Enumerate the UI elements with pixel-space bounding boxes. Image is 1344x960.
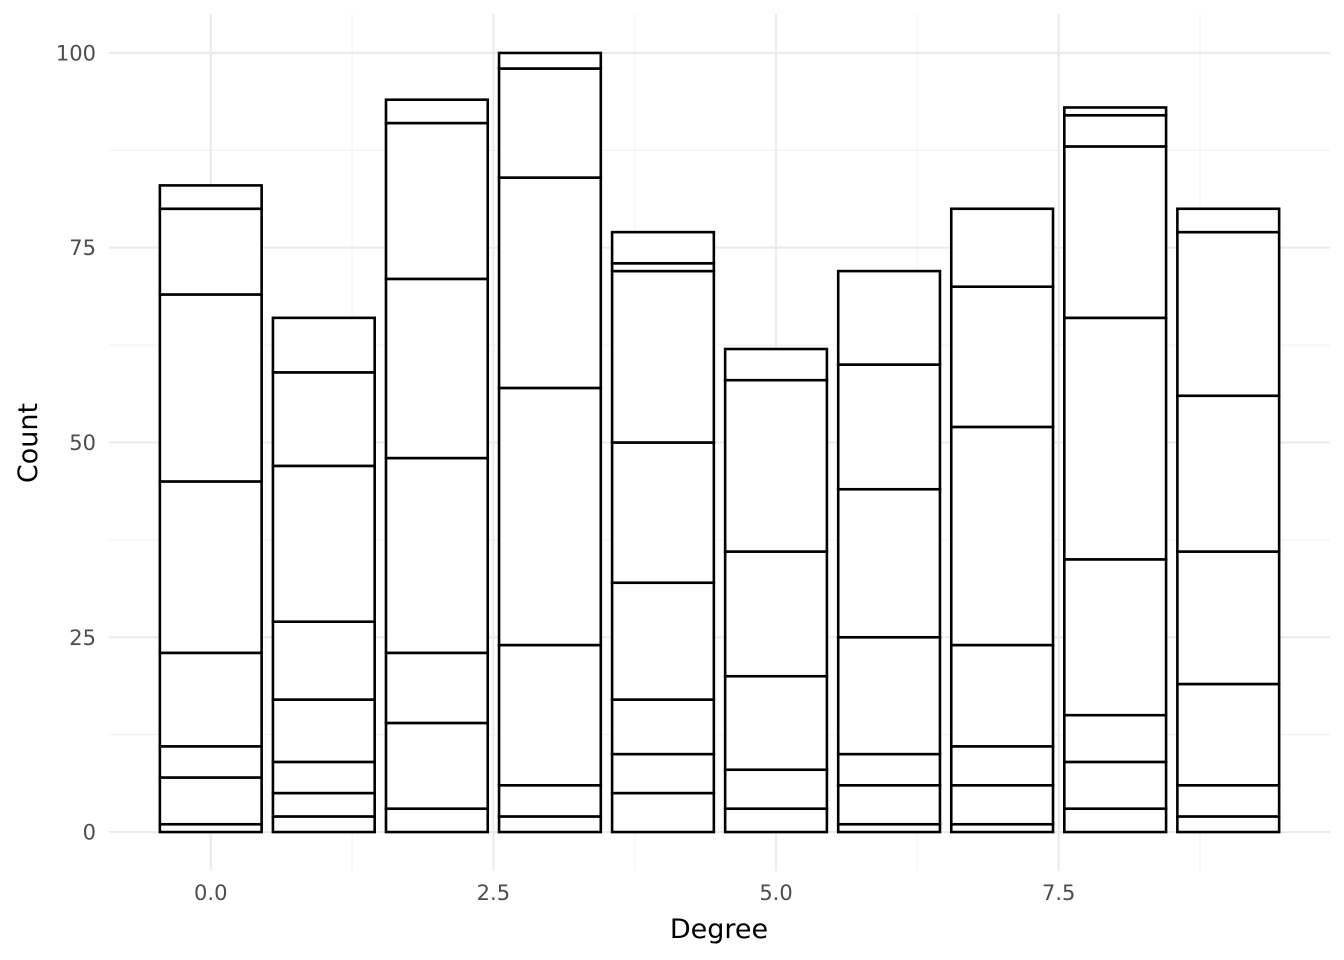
bar-segment (723, 378, 829, 553)
bar-segment (1063, 106, 1168, 117)
bar-segment (271, 620, 376, 701)
bar-segment (158, 745, 263, 779)
bar-segment (723, 674, 829, 772)
bar-segment (1063, 760, 1168, 810)
bar-segment (497, 51, 603, 70)
bar-segment (836, 363, 942, 491)
y-tick-label: 0 (83, 821, 96, 845)
bar-segment (384, 721, 490, 810)
bar-segment (158, 480, 263, 655)
bar-segment (723, 768, 829, 810)
bar-segment (610, 441, 716, 585)
bar-segment (610, 230, 716, 265)
x-tick-label: 5.0 (759, 881, 792, 905)
x-axis-tick-labels: 0.0 2.5 5.0 7.5 (194, 881, 1075, 905)
bar-segment (949, 285, 1055, 429)
bar-segment (158, 207, 263, 296)
bar-segment (271, 760, 376, 795)
bar-segment (158, 293, 263, 483)
bar-segment (1176, 783, 1281, 818)
bar-segment (836, 487, 942, 639)
y-tick-label: 50 (69, 431, 96, 455)
bar-segment (384, 807, 490, 834)
bar-segment (384, 456, 490, 655)
bar-segment (1063, 316, 1168, 561)
bar-segment (949, 783, 1055, 826)
bar-segment (1176, 682, 1281, 787)
bar-segment (158, 651, 263, 748)
y-axis-title: Count (13, 403, 44, 483)
bar-segment (384, 651, 490, 725)
bar-segment (949, 745, 1055, 787)
bar-segment (497, 643, 603, 787)
bar-segment (610, 269, 716, 444)
bar-segment (497, 386, 603, 647)
bar-segment (1063, 558, 1168, 717)
y-tick-label: 100 (56, 41, 96, 65)
x-tick-label: 7.5 (1042, 881, 1075, 905)
y-tick-label: 75 (69, 236, 96, 260)
bars-layer (158, 51, 1281, 834)
bar-segment (836, 269, 942, 366)
bar-segment (723, 807, 829, 834)
bar-segment (1063, 113, 1168, 148)
bar-segment (949, 425, 1055, 647)
bar-segment (949, 643, 1055, 748)
bar-segment (610, 752, 716, 795)
bar-segment (271, 371, 376, 468)
bar-segment (610, 581, 716, 701)
bar-segment (1063, 145, 1168, 320)
bar-segment (1063, 713, 1168, 764)
bar-segment (610, 791, 716, 834)
bar-segment (1176, 394, 1281, 553)
bar-segment (497, 815, 603, 834)
bar-segment (271, 791, 376, 818)
x-axis-title: Degree (670, 914, 768, 945)
y-tick-label: 25 (69, 626, 96, 650)
bar-segment (723, 550, 829, 678)
bar-segment (610, 698, 716, 756)
bar-segment (949, 207, 1055, 288)
bar-segment (836, 635, 942, 756)
bar-segment (836, 752, 942, 787)
bar-segment (158, 184, 263, 211)
bar-segment (271, 316, 376, 374)
bar-segment (497, 176, 603, 390)
bar-segment (497, 783, 603, 818)
bar-segment (1176, 815, 1281, 834)
y-axis-tick-labels: 0 25 50 75 100 (56, 41, 96, 844)
bar-segment (836, 783, 942, 826)
bar-segment (497, 67, 603, 179)
bar-segment (271, 698, 376, 764)
bar-segment (271, 464, 376, 623)
bar-segment (158, 776, 263, 826)
bar-segment (384, 277, 490, 460)
bar-segment (1176, 230, 1281, 398)
x-tick-label: 0.0 (194, 881, 227, 905)
bar-segment (384, 98, 490, 125)
bar-segment (1063, 807, 1168, 834)
bar-segment (1176, 207, 1281, 234)
bar-segment (384, 121, 490, 281)
x-tick-label: 2.5 (477, 881, 510, 905)
bar-segment (271, 815, 376, 834)
bar-segment (1176, 550, 1281, 686)
bar-segment (723, 347, 829, 382)
